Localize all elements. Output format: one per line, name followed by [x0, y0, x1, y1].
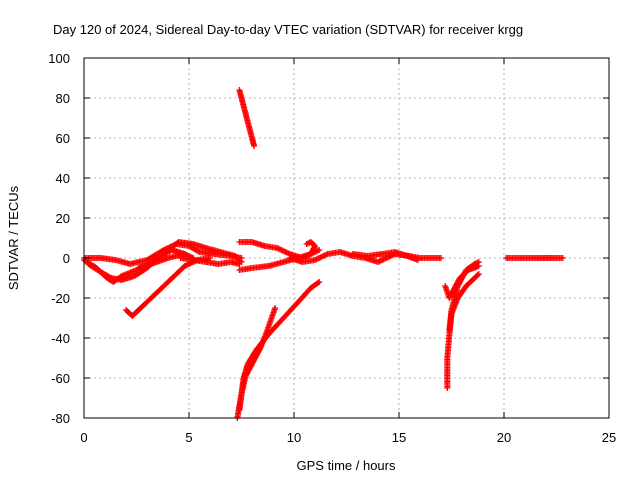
data-point	[305, 240, 311, 247]
series-arc-16	[446, 259, 482, 333]
data-point	[414, 257, 421, 263]
series-arc-3	[123, 255, 213, 319]
x-tick-label: 25	[602, 430, 616, 445]
series-arc-9	[236, 305, 279, 413]
series-arc-11	[236, 239, 318, 261]
y-tick-label: 80	[56, 91, 70, 106]
data-point	[303, 241, 310, 247]
data-point	[559, 255, 566, 261]
y-axis-label: SDTVAR / TECUs	[6, 185, 21, 290]
y-tick-label: -40	[51, 331, 70, 346]
y-tick-label: -80	[51, 411, 70, 426]
y-tick-label: -60	[51, 371, 70, 386]
x-tick-label: 15	[392, 430, 406, 445]
data-point	[315, 279, 321, 286]
data-point	[438, 255, 444, 261]
y-tick-label: 0	[63, 251, 70, 266]
y-tick-label: 60	[56, 131, 70, 146]
x-tick-label: 10	[287, 430, 301, 445]
data-point	[236, 261, 243, 267]
series-arc-6	[177, 255, 243, 267]
series-arc-4	[85, 247, 197, 283]
x-tick-label: 20	[497, 430, 511, 445]
series-arc-17	[503, 255, 566, 261]
data-point	[251, 143, 258, 149]
series-arc-13	[349, 249, 421, 263]
x-tick-label: 5	[185, 430, 192, 445]
y-tick-label: -20	[51, 291, 70, 306]
data-points	[81, 87, 566, 421]
data-point	[195, 248, 202, 255]
data-point	[475, 259, 482, 265]
data-point	[475, 271, 482, 277]
x-axis-label: GPS time / hours	[297, 458, 396, 473]
axis-ticks: -80 -60 -40 -20 0 20 40 60 80 100 0 5 10 15 20 25	[48, 51, 616, 445]
data-point	[272, 305, 279, 311]
data-point	[474, 272, 481, 278]
chart-title: Day 120 of 2024, Sidereal Day-to-day VTE…	[53, 22, 523, 37]
data-point	[106, 274, 113, 281]
y-tick-label: 20	[56, 211, 70, 226]
series-arc-8	[234, 279, 323, 421]
x-tick-label: 0	[80, 430, 87, 445]
y-tick-label: 100	[48, 51, 70, 66]
grid-lines	[84, 58, 609, 418]
data-point	[256, 346, 263, 353]
series-arc-7	[236, 87, 258, 149]
plot-frame	[83, 57, 610, 419]
data-point	[316, 279, 323, 285]
data-point	[316, 247, 323, 253]
series-arc-5	[135, 239, 245, 271]
y-tick-label: 40	[56, 171, 70, 186]
